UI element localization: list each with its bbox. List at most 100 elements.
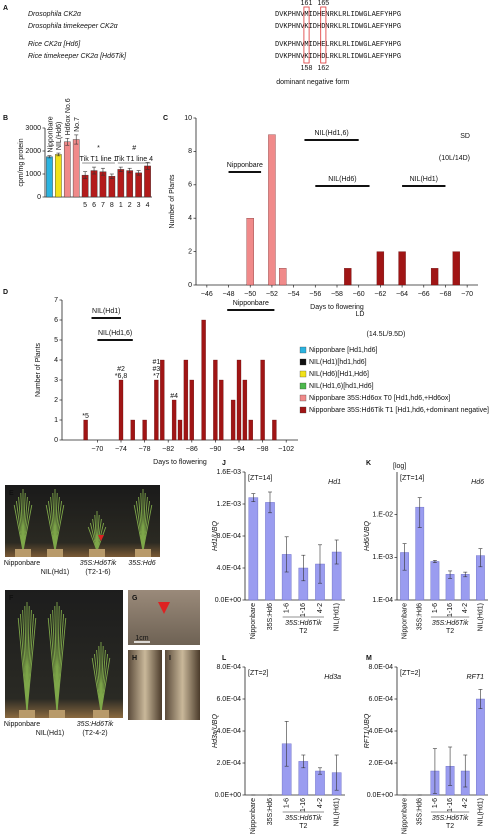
y-tick-label: 6 [188, 182, 192, 189]
legend-swatch [299, 382, 307, 390]
bar [430, 561, 440, 601]
x-axis-label: Days to flowering [153, 459, 207, 466]
plant-leaf [45, 504, 56, 552]
error-bar [92, 166, 97, 175]
bar-label: Nipponbare [47, 116, 54, 152]
bar [452, 251, 460, 286]
error-bar [127, 167, 132, 174]
range-label: Nipponbare [233, 300, 269, 307]
bar [430, 268, 439, 286]
x-axis-label: Days to flowering [310, 304, 364, 311]
y-tick-label: 2 [188, 248, 192, 255]
y-tick-label: 3 [54, 377, 58, 384]
group-label: 35S:Hd6Tik [285, 815, 322, 822]
condition-label: [ZT=2] [400, 670, 420, 677]
range-label: NIL(Hd1) [410, 176, 438, 183]
bar [398, 251, 406, 286]
x-tick-label: 4-2 [462, 798, 469, 808]
legend-swatch [299, 358, 307, 366]
condition-label: [ZT=2] [248, 670, 268, 677]
range-label: NIL(Hd6) [328, 176, 356, 183]
y-axis-label: Hd6/UBQ [364, 520, 371, 551]
bar [476, 698, 485, 796]
y-tick-label: 1.E-04 [372, 597, 393, 604]
note: dominant negative form [276, 79, 349, 86]
bar [83, 419, 88, 441]
bar [460, 574, 470, 601]
photo-label: 35S:Hd6Tik [80, 560, 117, 567]
sequence: DVKPHNVKIDHDNRKLRLIDWGLAEFYHPG [275, 23, 401, 31]
annotation: *6,8 [115, 373, 128, 380]
error-bar [478, 548, 483, 568]
y-tick-label: 8 [188, 148, 192, 155]
chart-subtitle: (10L/14D) [439, 155, 470, 162]
photo-label: 1cm [135, 635, 148, 642]
sequence-name: Rice timekeeper CK2α [Hd6Tik] [28, 53, 127, 60]
photo-label: 35S:Hd6Tik [77, 721, 114, 728]
y-tick-label: 8.0E-04 [368, 664, 393, 671]
x-tick-label: ~56 [309, 291, 321, 298]
error-bar [334, 754, 339, 791]
arrow [98, 535, 104, 541]
y-tick-label: 6.0E-04 [368, 696, 393, 703]
chart-title: Hd3a [324, 674, 341, 681]
annotation: *7 [153, 373, 160, 380]
annotation: # [132, 145, 136, 152]
bar [90, 170, 98, 198]
panel-letter: I [169, 655, 171, 662]
bar [246, 218, 254, 286]
y-tick-label: 6.0E-04 [216, 696, 241, 703]
x-tick-label: ~64 [396, 291, 408, 298]
x-tick-label: 4-2 [317, 798, 324, 808]
x-tick-label: ~66 [418, 291, 430, 298]
x-tick-label: 4-2 [462, 603, 469, 613]
residue-position: 162 [317, 65, 329, 72]
x-tick-label: ~98 [257, 446, 269, 453]
x-tick-label: NIL(Hd1) [334, 603, 341, 631]
x-tick-label: Nipponbare [250, 603, 257, 639]
x-tick-label: 35S:Hd6 [417, 798, 424, 825]
y-tick-label: 8.0E-04 [216, 664, 241, 671]
condition-label: [ZT=14] [248, 475, 272, 482]
x-tick-label: 8 [110, 202, 114, 209]
range-label: Nipponbare [227, 162, 263, 169]
panel-letter: D [3, 289, 8, 296]
x-tick-label: 7 [101, 202, 105, 209]
bar [171, 399, 177, 441]
range-label: NIL(Hd1,6) [314, 130, 348, 137]
bar [177, 419, 183, 441]
x-tick-label: ~90 [209, 446, 221, 453]
panel-letter: L [222, 655, 227, 662]
residue-position: 158 [301, 65, 313, 72]
x-tick-label: 1-6 [284, 798, 291, 808]
panel-letter: E [9, 490, 14, 497]
error-bar [100, 167, 105, 176]
y-tick-label: 1000 [25, 171, 41, 178]
bar [376, 251, 385, 286]
range-label: NIL(Hd1) [92, 308, 120, 315]
x-tick-label: ~54 [288, 291, 300, 298]
panel-letter: C [163, 115, 168, 122]
plant-leaf [54, 504, 65, 552]
bar [118, 379, 124, 441]
bar [265, 502, 275, 601]
bar [315, 770, 325, 796]
y-tick-label: 2.0E-04 [368, 760, 393, 767]
condition-label: [ZT=14] [400, 475, 424, 482]
annotation: *5 [82, 413, 89, 420]
bar [248, 419, 253, 441]
residue-highlight [303, 6, 310, 64]
x-tick-label: ~94 [233, 446, 245, 453]
panel-letter: A [3, 5, 8, 12]
x-tick-label: ~70 [91, 446, 103, 453]
bar [248, 497, 259, 601]
y-tick-label: 4.0E-04 [216, 565, 241, 572]
pot [49, 710, 65, 718]
annotation: #3 [153, 366, 161, 373]
x-tick-label: ~60 [353, 291, 365, 298]
plant-leaf [22, 504, 33, 552]
x-tick-label: ~50 [244, 291, 256, 298]
legend-swatch [299, 406, 307, 414]
panel-letter: F [9, 595, 14, 602]
range-label: NIL(Hd1,6) [98, 330, 132, 337]
